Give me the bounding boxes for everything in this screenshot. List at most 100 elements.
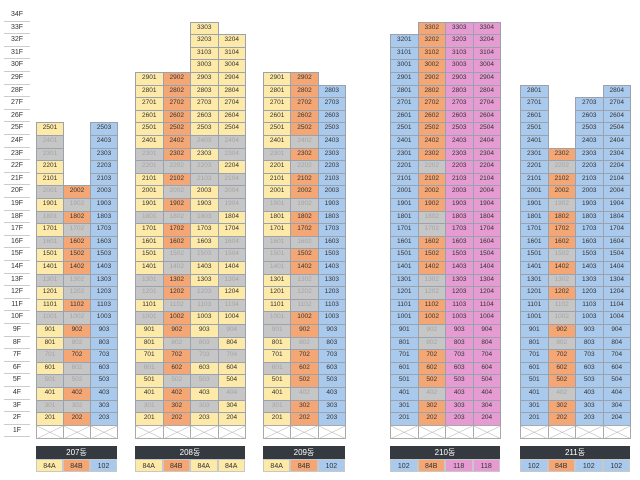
unit-cell-available[interactable]: 504 xyxy=(217,374,246,388)
unit-cell-available[interactable]: 2902 xyxy=(290,72,319,86)
unit-cell-available[interactable]: 1104 xyxy=(472,298,501,313)
unit-cell-available[interactable]: 2803 xyxy=(190,84,219,99)
unit-cell-available[interactable]: 2403 xyxy=(317,135,346,149)
unit-cell-available[interactable]: 2804 xyxy=(217,84,246,99)
unit-cell-available[interactable]: 1504 xyxy=(472,248,501,262)
unit-cell-available[interactable]: 603 xyxy=(190,361,219,376)
unit-cell-available[interactable]: 2101 xyxy=(390,172,419,187)
unit-cell-available[interactable]: 1703 xyxy=(190,223,219,237)
unit-cell-available[interactable]: 3201 xyxy=(390,34,419,48)
unit-cell-unavailable[interactable]: 2202 xyxy=(547,160,576,174)
unit-cell-available[interactable]: 901 xyxy=(135,324,164,338)
unit-cell-available[interactable]: 2403 xyxy=(575,135,604,149)
unit-cell-unavailable[interactable]: 1102 xyxy=(290,298,319,313)
unit-cell-unavailable[interactable]: 803 xyxy=(190,336,219,351)
unit-cell-available[interactable]: 3104 xyxy=(472,46,501,61)
unit-cell-available[interactable]: 2804 xyxy=(602,84,631,99)
unit-cell-available[interactable]: 3004 xyxy=(472,59,501,73)
unit-cell-available[interactable]: 1303 xyxy=(575,273,604,288)
unit-cell-available[interactable]: 801 xyxy=(520,336,549,351)
unit-cell-unavailable[interactable]: 1103 xyxy=(190,298,219,313)
unit-cell-available[interactable]: 1204 xyxy=(472,286,501,300)
unit-cell-available[interactable]: 701 xyxy=(520,349,549,363)
unit-cell-available[interactable]: 602 xyxy=(547,361,576,376)
unit-cell-available[interactable]: 2004 xyxy=(472,185,501,199)
unit-cell-unavailable[interactable]: 301 xyxy=(36,399,64,414)
unit-cell-available[interactable]: 1501 xyxy=(390,248,419,262)
unit-cell-available[interactable]: 601 xyxy=(520,361,549,376)
unit-cell-available[interactable]: 903 xyxy=(190,324,219,338)
unit-cell-available[interactable]: 1201 xyxy=(520,286,549,300)
unit-cell-available[interactable]: 2703 xyxy=(190,97,219,111)
unit-cell-available[interactable]: 202 xyxy=(162,412,191,426)
unit-cell-available[interactable]: 2903 xyxy=(445,72,474,86)
unit-cell-available[interactable]: 2403 xyxy=(90,135,118,149)
unit-cell-available[interactable]: 2002 xyxy=(290,185,319,199)
unit-cell-available[interactable]: 401 xyxy=(135,387,164,401)
unit-cell-available[interactable]: 502 xyxy=(290,374,319,388)
unit-cell-available[interactable]: 902 xyxy=(162,324,191,338)
unit-cell-available[interactable]: 601 xyxy=(390,361,419,376)
unit-cell-available[interactable]: 2102 xyxy=(547,172,576,187)
unit-cell-available[interactable]: 804 xyxy=(472,336,501,351)
unit-cell-available[interactable]: 1602 xyxy=(162,235,191,250)
unit-cell-available[interactable]: 301 xyxy=(390,399,419,414)
unit-cell-available[interactable]: 2003 xyxy=(190,185,219,199)
unit-cell-available[interactable]: 1602 xyxy=(417,235,446,250)
unit-cell-available[interactable]: 2601 xyxy=(135,109,164,124)
unit-cell-available[interactable]: 1103 xyxy=(575,298,604,313)
unit-cell-unavailable[interactable]: 1001 xyxy=(135,311,164,325)
unit-cell-available[interactable]: 702 xyxy=(63,349,91,363)
unit-cell-available[interactable]: 2203 xyxy=(90,160,118,174)
unit-cell-unavailable[interactable]: 1802 xyxy=(417,210,446,225)
unit-cell-available[interactable]: 1502 xyxy=(63,248,91,262)
unit-cell-available[interactable]: 403 xyxy=(575,387,604,401)
unit-cell-unavailable[interactable]: 2301 xyxy=(135,147,164,162)
unit-cell-available[interactable]: 303 xyxy=(317,399,346,414)
unit-cell-available[interactable]: 1402 xyxy=(63,261,91,275)
unit-cell-available[interactable]: 2203 xyxy=(445,160,474,174)
unit-cell-available[interactable]: 1403 xyxy=(575,261,604,275)
unit-cell-unavailable[interactable]: 1201 xyxy=(135,286,164,300)
unit-cell-available[interactable]: 1201 xyxy=(263,286,292,300)
unit-cell-available[interactable]: 2703 xyxy=(317,97,346,111)
unit-cell-available[interactable]: 1201 xyxy=(390,286,419,300)
unit-cell-available[interactable]: 2901 xyxy=(135,72,164,86)
unit-cell-available[interactable]: 2503 xyxy=(575,122,604,136)
unit-cell-available[interactable]: 401 xyxy=(520,387,549,401)
unit-cell-available[interactable]: 2001 xyxy=(520,185,549,199)
unit-cell-available[interactable]: 1702 xyxy=(162,223,191,237)
unit-cell-available[interactable]: 801 xyxy=(263,336,292,351)
unit-cell-available[interactable]: 2802 xyxy=(162,84,191,99)
unit-cell-available[interactable]: 2004 xyxy=(602,185,631,199)
unit-cell-available[interactable]: 304 xyxy=(602,399,631,414)
unit-cell-available[interactable]: 1304 xyxy=(472,273,501,288)
unit-cell-available[interactable]: 2002 xyxy=(63,185,91,199)
unit-cell-unavailable[interactable]: 1202 xyxy=(417,286,446,300)
unit-cell-available[interactable]: 2501 xyxy=(520,122,549,136)
unit-cell-available[interactable]: 1802 xyxy=(290,210,319,225)
unit-cell-available[interactable]: 2103 xyxy=(445,172,474,187)
unit-cell-available[interactable]: 3003 xyxy=(190,59,219,73)
unit-cell-available[interactable]: 2802 xyxy=(290,84,319,99)
unit-cell-available[interactable]: 1002 xyxy=(417,311,446,325)
unit-cell-unavailable[interactable]: 2103 xyxy=(190,172,219,187)
unit-cell-available[interactable]: 3303 xyxy=(445,21,474,36)
unit-cell-available[interactable]: 403 xyxy=(445,387,474,401)
unit-cell-available[interactable]: 2201 xyxy=(390,160,419,174)
unit-cell-unavailable[interactable]: 301 xyxy=(135,399,164,414)
unit-cell-unavailable[interactable]: 704 xyxy=(217,349,246,363)
unit-cell-available[interactable]: 604 xyxy=(602,361,631,376)
unit-cell-unavailable[interactable]: 1503 xyxy=(190,248,219,262)
unit-cell-available[interactable]: 503 xyxy=(317,374,346,388)
unit-cell-available[interactable]: 1701 xyxy=(390,223,419,237)
unit-cell-available[interactable]: 2601 xyxy=(390,109,419,124)
unit-cell-available[interactable]: 1101 xyxy=(36,298,64,313)
unit-cell-available[interactable]: 1203 xyxy=(575,286,604,300)
unit-cell-available[interactable]: 2304 xyxy=(472,147,501,162)
unit-cell-available[interactable]: 3002 xyxy=(417,59,446,73)
unit-cell-available[interactable]: 701 xyxy=(390,349,419,363)
unit-cell-available[interactable]: 2701 xyxy=(263,97,292,111)
unit-cell-available[interactable]: 404 xyxy=(472,387,501,401)
unit-cell-available[interactable]: 1503 xyxy=(317,248,346,262)
